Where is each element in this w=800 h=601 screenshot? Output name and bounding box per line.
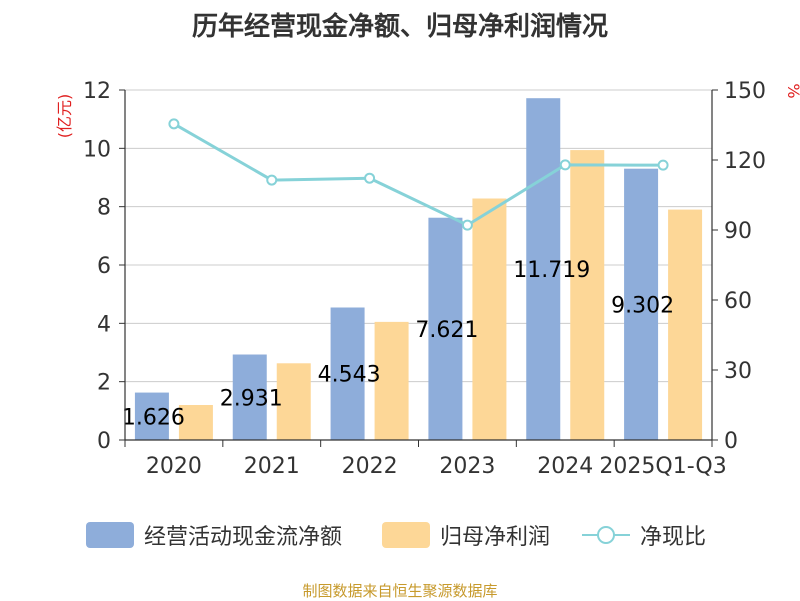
y2-tick-label: 120 xyxy=(724,149,766,174)
legend-label-cash-ratio: 净现比 xyxy=(640,525,707,550)
source-note: 制图数据来自恒生聚源数据库 xyxy=(302,582,498,600)
data-label-operating-cash-flow: 11.719 xyxy=(513,258,590,283)
legend-swatch-net-profit xyxy=(382,522,430,548)
y2-tick-label: 60 xyxy=(724,289,752,314)
bar-net-profit xyxy=(276,363,311,440)
bar-operating-cash-flow xyxy=(526,98,561,440)
y2-axis-title: % xyxy=(784,83,800,98)
data-label-operating-cash-flow: 9.302 xyxy=(611,293,674,318)
line-point-cash-ratio xyxy=(559,159,571,171)
data-label-operating-cash-flow: 4.543 xyxy=(318,363,381,388)
legend-label-net-profit: 归母净利润 xyxy=(440,525,551,550)
y-tick-label: 12 xyxy=(83,79,111,104)
y-tick-label: 10 xyxy=(83,137,111,162)
legend-swatch-cash-ratio xyxy=(582,522,630,548)
x-tick-label: 2021 xyxy=(244,454,300,479)
legend-item-operating-cash-flow[interactable]: 经营活动现金流净额 xyxy=(86,515,342,555)
chart-title: 历年经营现金净额、归母净利润情况 xyxy=(191,12,608,42)
bar-net-profit xyxy=(178,405,213,440)
data-label-operating-cash-flow: 7.621 xyxy=(415,318,478,343)
x-tick-label: 2024 xyxy=(537,454,593,479)
legend-item-net-profit[interactable]: 归母净利润 xyxy=(382,515,550,555)
bar-net-profit xyxy=(472,198,507,440)
x-tick-label: 2020 xyxy=(146,454,202,479)
line-point-cash-ratio xyxy=(657,159,669,171)
x-tick-label: 2023 xyxy=(439,454,495,479)
bar-net-profit xyxy=(668,209,703,440)
bar-operating-cash-flow xyxy=(428,217,463,440)
y-axis-title: (亿元) xyxy=(55,94,74,139)
bar-net-profit xyxy=(374,321,409,440)
y2-tick-label: 30 xyxy=(724,359,752,384)
legend-swatch-operating-cash-flow xyxy=(86,522,134,548)
line-point-cash-ratio xyxy=(266,174,278,186)
line-point-cash-ratio xyxy=(461,219,473,231)
line-point-cash-ratio xyxy=(168,118,180,130)
y-tick-label: 0 xyxy=(97,429,111,454)
line-point-cash-ratio xyxy=(364,172,376,184)
y2-tick-label: 90 xyxy=(724,219,752,244)
y-tick-label: 2 xyxy=(97,371,111,396)
y-tick-label: 4 xyxy=(97,312,111,337)
legend: 经营活动现金流净额 归母净利润 净现比 xyxy=(0,515,800,555)
legend-item-cash-ratio[interactable]: 净现比 xyxy=(582,515,706,555)
y2-tick-label: 150 xyxy=(724,79,766,104)
x-tick-label: 2025Q1-Q3 xyxy=(599,454,726,479)
bar-operating-cash-flow xyxy=(624,168,659,441)
y-tick-label: 8 xyxy=(97,196,111,221)
y-tick-label: 6 xyxy=(97,254,111,279)
bar-operating-cash-flow xyxy=(330,307,365,440)
x-tick-label: 2022 xyxy=(342,454,398,479)
bar-operating-cash-flow xyxy=(232,354,267,440)
bar-operating-cash-flow xyxy=(134,392,169,440)
bar-net-profit xyxy=(570,150,605,441)
data-label-operating-cash-flow: 2.931 xyxy=(220,386,283,411)
data-label-operating-cash-flow: 1.626 xyxy=(122,405,185,430)
legend-label-operating-cash-flow: 经营活动现金流净额 xyxy=(144,525,343,550)
line-cash-ratio xyxy=(173,122,664,227)
y2-tick-label: 0 xyxy=(724,429,738,454)
